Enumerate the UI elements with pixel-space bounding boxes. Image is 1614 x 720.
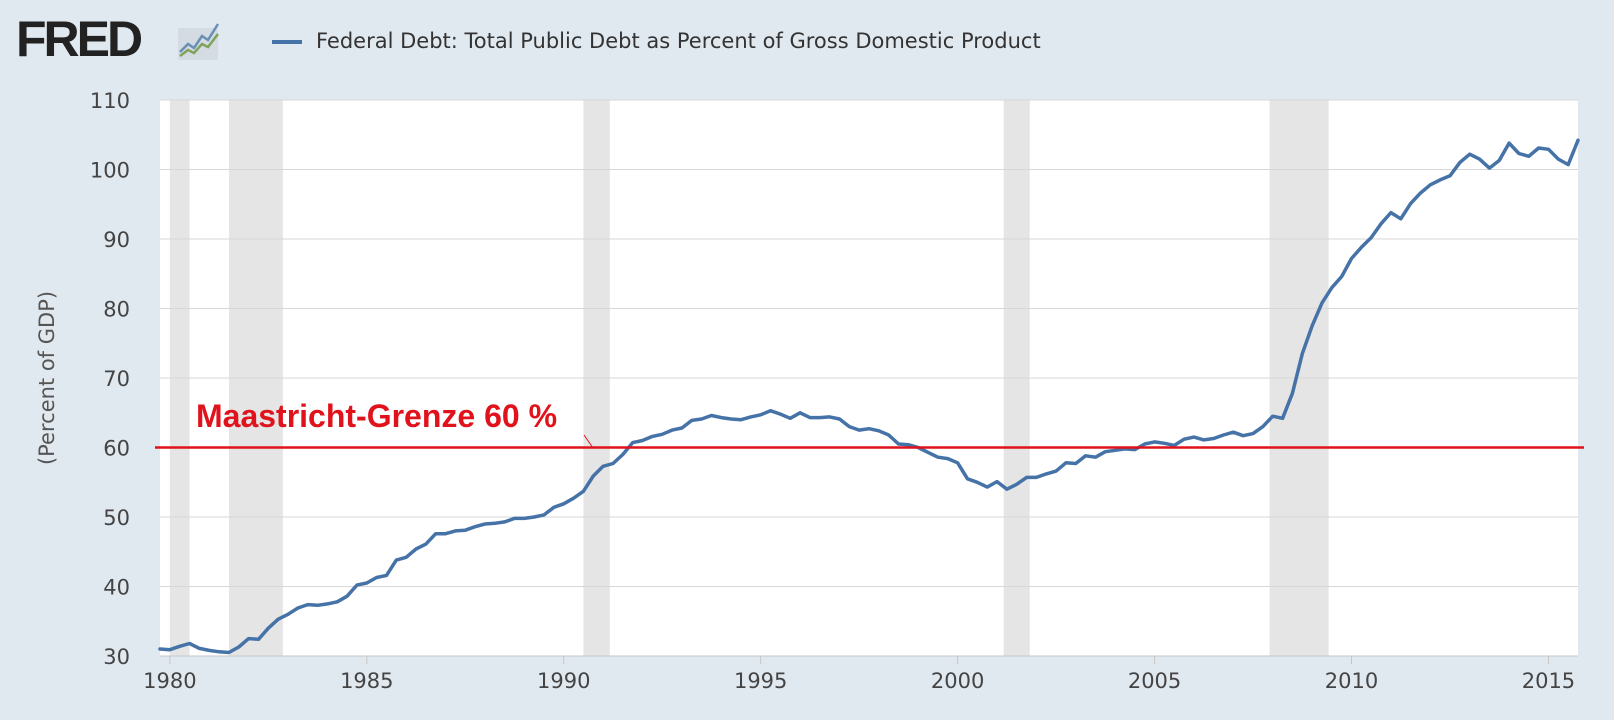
fred-logo[interactable]: FRED bbox=[16, 11, 143, 67]
x-tick-label: 1995 bbox=[734, 669, 787, 693]
y-axis-ticks: 30 40 50 60 70 80 90 100 110 bbox=[90, 89, 130, 669]
legend-series-label: Federal Debt: Total Public Debt as Perce… bbox=[316, 29, 1041, 53]
x-tick-label: 2005 bbox=[1128, 669, 1181, 693]
x-tick-label: 1990 bbox=[537, 669, 590, 693]
x-tick-label: 2010 bbox=[1325, 669, 1378, 693]
series-line-1[interactable] bbox=[158, 138, 1580, 655]
legend-series-swatch bbox=[272, 40, 302, 44]
y-tick-label: 60 bbox=[103, 437, 130, 461]
header: FRED Federal Debt: Total Public Debt as … bbox=[0, 0, 1614, 90]
y-tick-label: 100 bbox=[90, 159, 130, 183]
y-tick-label: 110 bbox=[90, 89, 130, 113]
y-tick-label: 50 bbox=[103, 506, 130, 530]
y-tick-label: 30 bbox=[103, 645, 130, 669]
y-axis-label: (Percent of GDP) bbox=[35, 291, 59, 465]
y-tick-label: 40 bbox=[103, 576, 130, 600]
x-tick-label: 1980 bbox=[143, 669, 196, 693]
x-tick-label: 2000 bbox=[931, 669, 984, 693]
y-tick-label: 80 bbox=[103, 298, 130, 322]
chart-line-icon bbox=[178, 23, 220, 60]
x-tick-label: 2015 bbox=[1522, 669, 1575, 693]
x-axis-ticks: 1980 1985 1990 1995 2000 2005 2010 2015 bbox=[143, 655, 1578, 693]
y-tick-label: 70 bbox=[103, 367, 130, 391]
y-tick-label: 90 bbox=[103, 228, 130, 252]
threshold-label-leader bbox=[583, 434, 593, 447]
x-tick-label: 1985 bbox=[340, 669, 393, 693]
series-layer bbox=[158, 138, 1580, 655]
threshold-label: Maastricht-Grenze 60 % bbox=[196, 398, 557, 434]
